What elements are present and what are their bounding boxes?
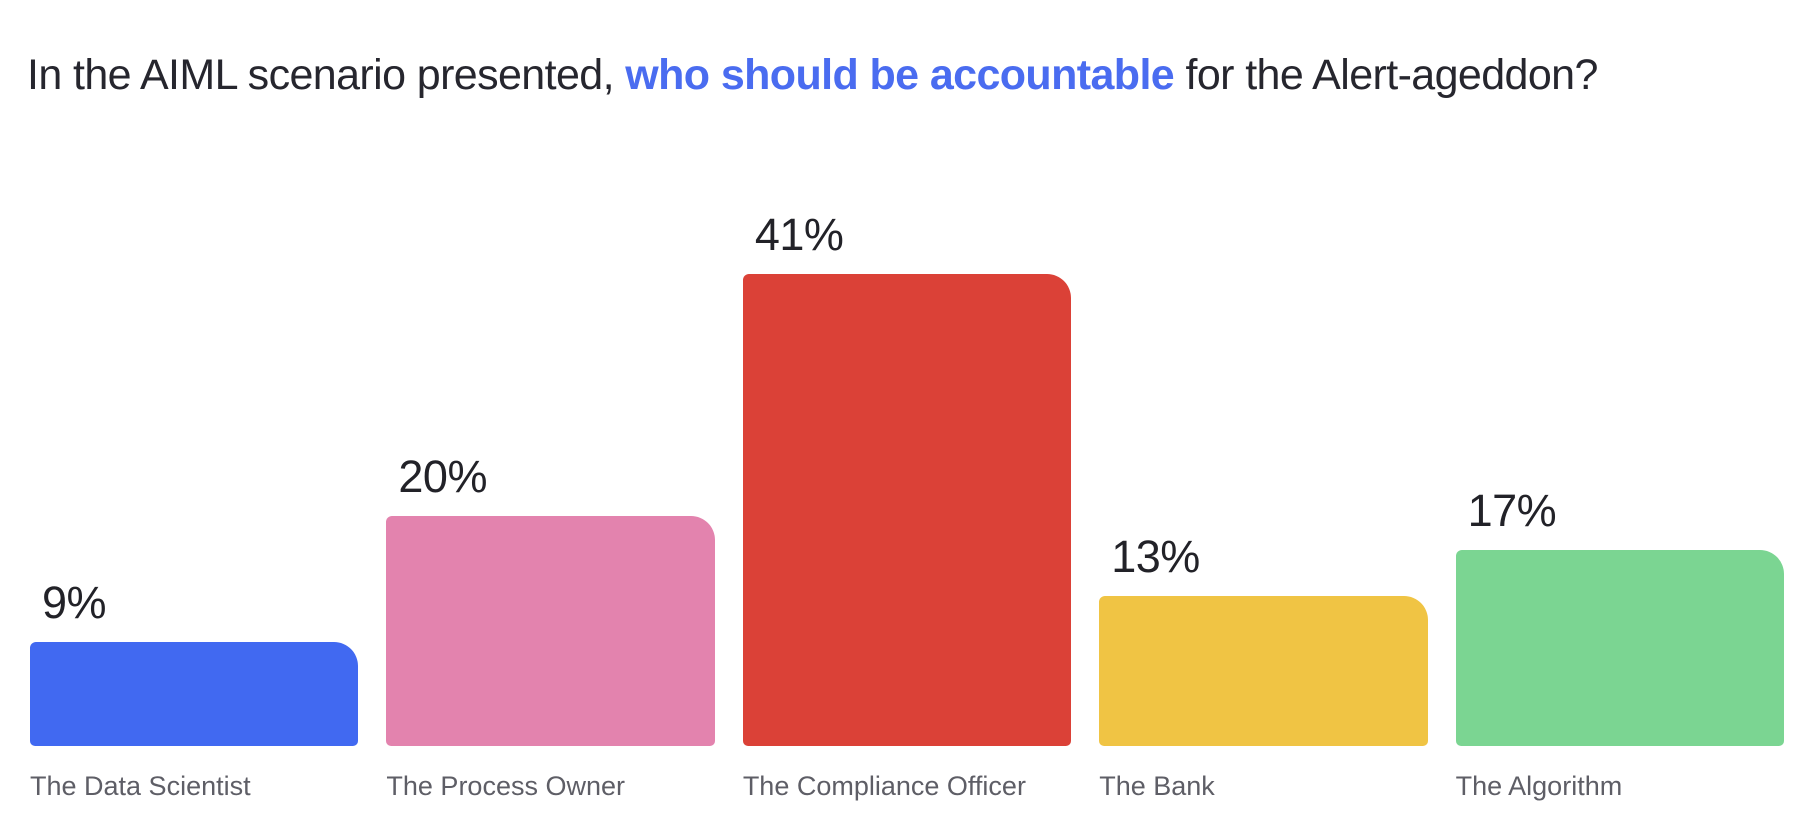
- bar-value-label: 20%: [398, 450, 487, 502]
- bar: [1099, 596, 1428, 746]
- bar-column-4: 13% The Bank: [1099, 530, 1428, 803]
- bar-column-3: 41% The Compliance Officer: [742, 208, 1072, 803]
- bar-category-label: The Algorithm: [1455, 771, 1623, 801]
- bar: [30, 642, 359, 746]
- bar: [1455, 550, 1785, 746]
- bar-category-label: The Data Scientist: [30, 771, 251, 801]
- bar-value-label: 13%: [1111, 530, 1200, 582]
- bar-value-label: 41%: [754, 208, 844, 260]
- bar: [742, 274, 1072, 746]
- bar-column-1: 9% The Data Scientist: [30, 576, 359, 803]
- question-title: In the AIML scenario presented, who shou…: [27, 51, 1598, 100]
- bar: [386, 516, 715, 746]
- question-title-prefix: In the AIML scenario presented,: [27, 50, 626, 99]
- bar-column-5: 17% The Algorithm: [1455, 484, 1785, 803]
- bar-category-label: The Bank: [1099, 771, 1215, 801]
- bar-chart: 9% The Data Scientist 20% The Process Ow…: [30, 208, 1785, 803]
- bar-value-label: 9%: [42, 576, 107, 628]
- bar-category-label: The Compliance Officer: [742, 771, 1026, 801]
- bar-category-label: The Process Owner: [386, 771, 625, 801]
- question-title-suffix: for the Alert-ageddon?: [1174, 50, 1598, 99]
- bar-value-label: 17%: [1467, 484, 1557, 536]
- bar-column-2: 20% The Process Owner: [386, 450, 715, 803]
- question-title-highlight: who should be accountable: [625, 50, 1175, 99]
